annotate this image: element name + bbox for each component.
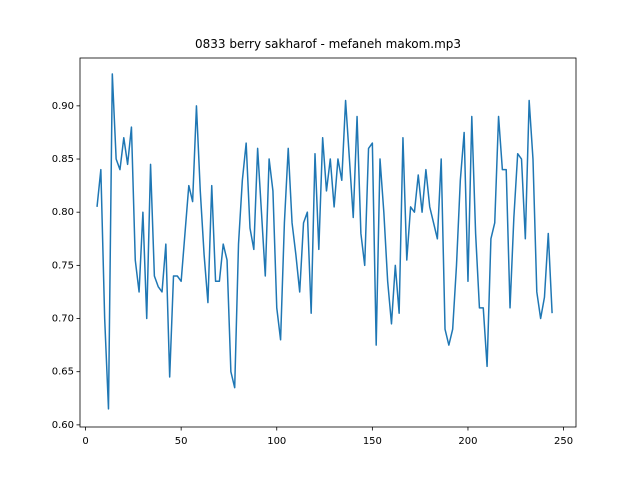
y-tick-label: 0.85 (52, 154, 74, 165)
y-tick-label: 0.90 (52, 101, 74, 112)
y-tick-label: 0.60 (52, 420, 74, 431)
y-tick-label: 0.75 (52, 260, 74, 271)
x-tick-label: 200 (458, 436, 477, 447)
x-tick-label: 250 (554, 436, 573, 447)
x-tick-label: 50 (175, 436, 188, 447)
x-tick-label: 150 (363, 436, 382, 447)
line (96, 73, 553, 410)
x-tick-label: 0 (82, 436, 88, 447)
plot-frame (79, 57, 577, 428)
chart-title: 0833 berry sakharof - mefaneh makom.mp3 (195, 37, 461, 51)
y-tick-label: 0.65 (52, 367, 74, 378)
y-tick-label: 0.70 (52, 314, 74, 325)
y-tick-label: 0.80 (52, 207, 74, 218)
x-tick-label: 100 (267, 436, 286, 447)
